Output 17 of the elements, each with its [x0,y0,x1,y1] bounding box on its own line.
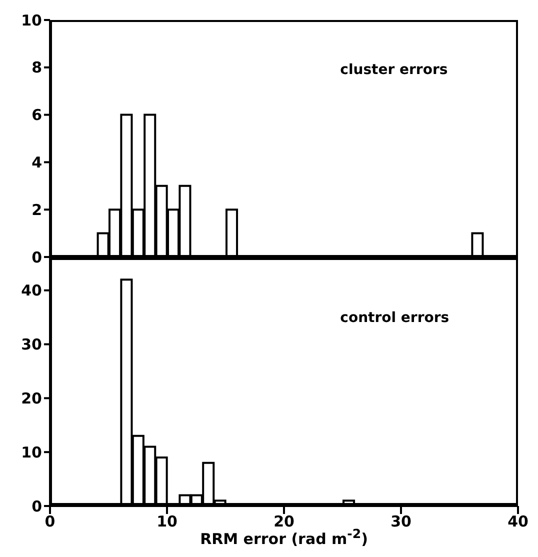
y-tick-label: 8 [32,58,42,77]
y-tick-label: 40 [21,282,42,300]
y-tick-label: 0 [32,497,42,516]
annotation: control errors [340,310,450,326]
y-tick-label: 20 [21,390,42,408]
y-tick-label: 10 [21,443,42,462]
y-tick-label: 4 [32,154,42,172]
y-tick-label: 6 [32,106,42,124]
x-tick-label: 30 [390,512,412,531]
y-tick-label: 0 [32,248,42,266]
x-tick-label: 10 [156,512,178,531]
y-tick-label: 10 [21,11,42,30]
y-tick-label: 30 [21,336,42,354]
x-tick-label: 40 [508,512,528,531]
x-tick-label: 0 [44,512,56,531]
y-tick-label: 2 [32,200,42,219]
annotation: cluster errors [340,62,448,78]
